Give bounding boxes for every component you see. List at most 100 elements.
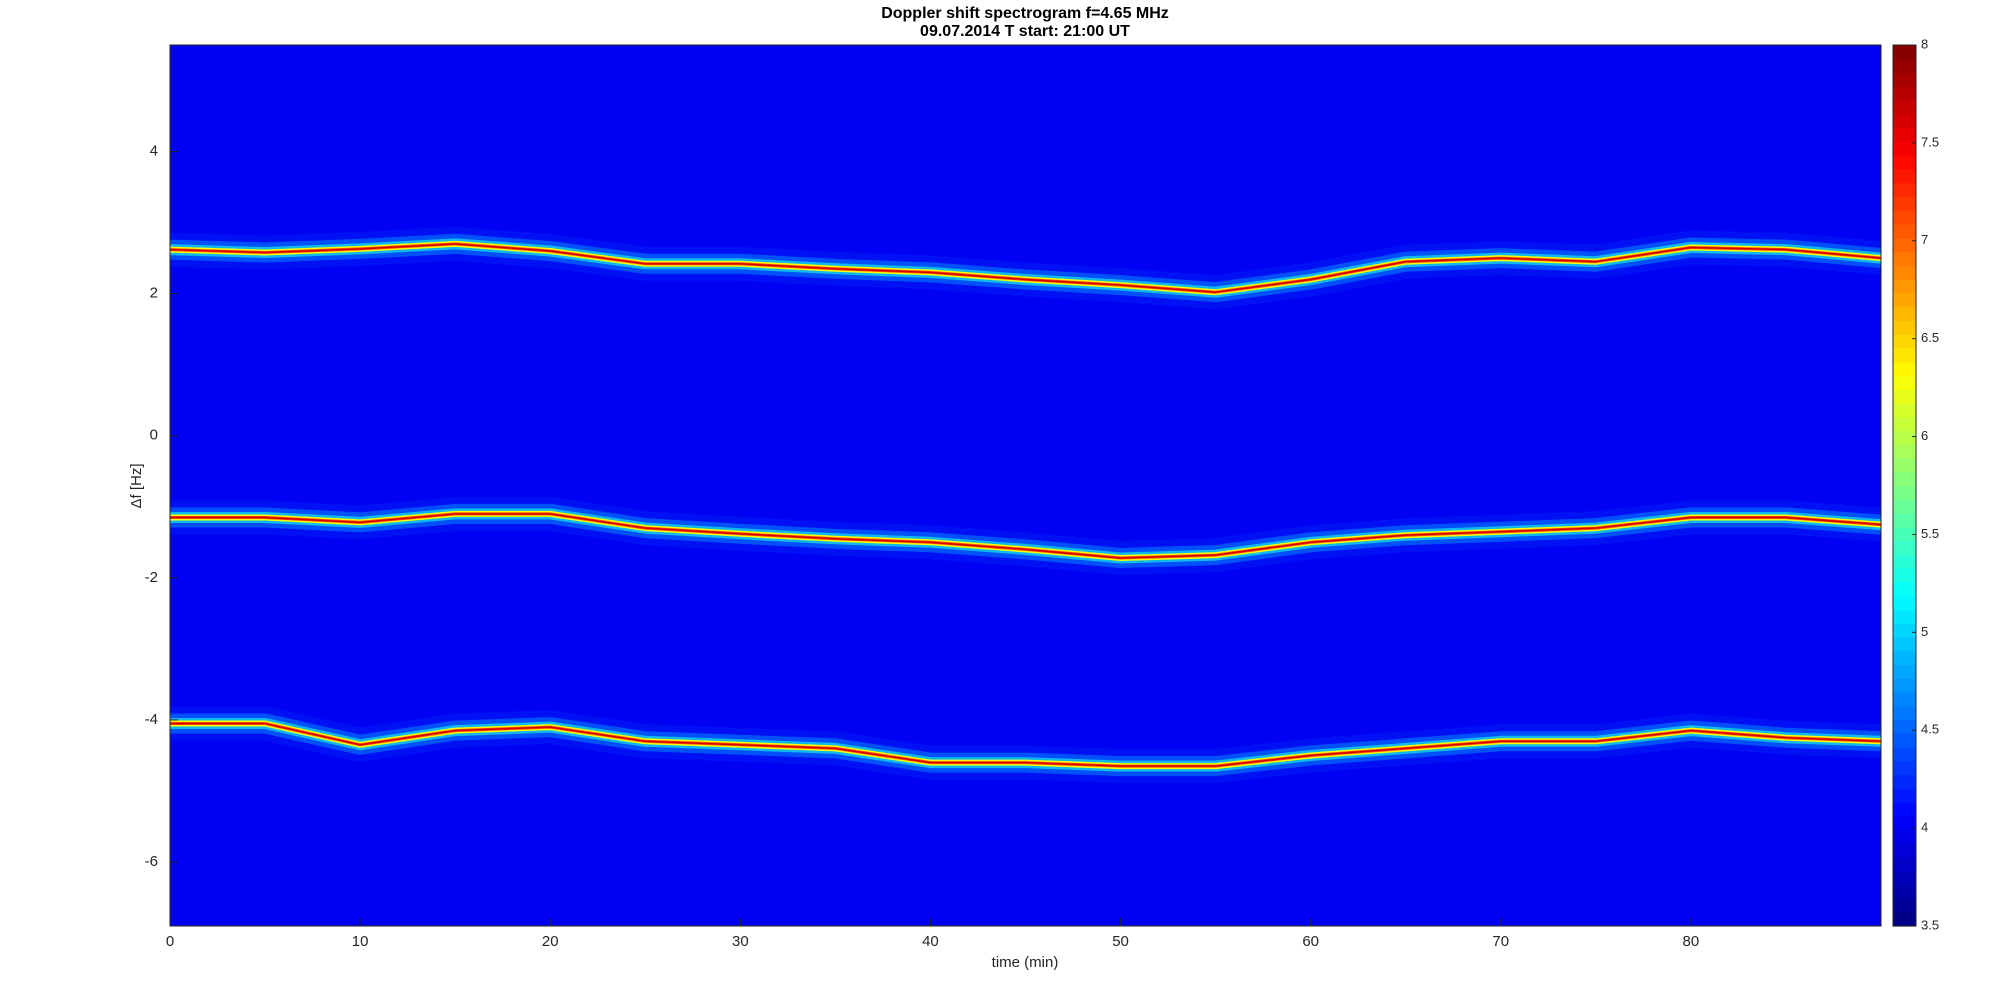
colorbar-swatch — [1893, 86, 1916, 101]
colorbar-swatch — [1893, 444, 1916, 459]
colorbar-swatch — [1893, 402, 1916, 418]
colorbar-swatch — [1893, 719, 1916, 734]
colorbar-swatch — [1893, 45, 1916, 60]
x-tick-label: 50 — [1112, 933, 1129, 950]
plot-area — [170, 45, 1881, 926]
x-tick-label: 30 — [732, 933, 749, 950]
colorbar-swatch — [1893, 691, 1916, 707]
y-tick-label: -6 — [145, 853, 158, 870]
colorbar-tick-label: 6.5 — [1921, 330, 1939, 345]
y-axis-label: Δf [Hz] — [128, 463, 145, 508]
colorbar-swatch — [1893, 829, 1916, 845]
y-tick-label: 0 — [150, 427, 158, 444]
colorbar-swatch — [1893, 526, 1916, 542]
colorbar-swatch — [1893, 664, 1916, 679]
colorbar-tick-label: 7 — [1921, 232, 1928, 247]
colorbar-tick-label: 7.5 — [1921, 134, 1939, 149]
colorbar-swatch — [1893, 705, 1916, 721]
x-axis-label: time (min) — [992, 954, 1059, 971]
colorbar-swatch — [1893, 802, 1916, 817]
colorbar-swatch — [1893, 540, 1916, 555]
chart-subtitle: 09.07.2014 T start: 21:00 UT — [920, 23, 1130, 40]
colorbar-swatch — [1893, 292, 1916, 308]
colorbar-swatch — [1893, 141, 1916, 156]
colorbar-tick-label: 4.5 — [1921, 722, 1939, 737]
colorbar-swatch — [1893, 361, 1916, 376]
colorbar-swatch — [1893, 72, 1916, 87]
x-tick-label: 20 — [542, 933, 559, 950]
colorbar-swatch — [1893, 623, 1916, 638]
colorbar-swatch — [1893, 416, 1916, 432]
colorbar-tick-label: 5.5 — [1921, 526, 1939, 541]
colorbar-swatch — [1893, 595, 1916, 610]
colorbar-swatch — [1893, 182, 1916, 198]
colorbar-swatch — [1893, 760, 1916, 776]
colorbar-tick-label: 5 — [1921, 624, 1928, 639]
colorbar-swatch — [1893, 857, 1916, 872]
y-tick-label: 4 — [150, 143, 158, 160]
colorbar-swatch — [1893, 843, 1916, 858]
colorbar-swatch — [1893, 210, 1916, 225]
y-tick-label: -4 — [145, 711, 158, 728]
colorbar-swatch — [1893, 100, 1916, 115]
colorbar-swatch — [1893, 485, 1916, 500]
chart-title: Doppler shift spectrogram f=4.65 MHz — [881, 5, 1169, 22]
colorbar-swatch — [1893, 513, 1916, 528]
colorbar-swatch — [1893, 650, 1916, 666]
colorbar-swatch — [1893, 196, 1916, 211]
colorbar-swatch — [1893, 430, 1916, 445]
x-tick-label: 80 — [1683, 933, 1700, 950]
colorbar-swatch — [1893, 554, 1916, 569]
colorbar-swatch — [1893, 320, 1916, 335]
spectral-trace — [170, 243, 1881, 293]
colorbar-swatch — [1893, 870, 1916, 886]
colorbar-swatch — [1893, 251, 1916, 266]
colorbar-swatch — [1893, 58, 1916, 74]
colorbar-tick-label: 4 — [1921, 820, 1928, 835]
colorbar-swatch — [1893, 389, 1916, 404]
colorbar-swatch — [1893, 499, 1916, 514]
y-tick-label: 2 — [150, 285, 158, 302]
colorbar-swatch — [1893, 678, 1916, 693]
colorbar-swatch — [1893, 747, 1916, 762]
colorbar-swatch — [1893, 168, 1916, 184]
colorbar-swatch — [1893, 898, 1916, 913]
colorbar-swatch — [1893, 568, 1916, 583]
x-tick-label: 60 — [1302, 933, 1319, 950]
colorbar-swatch — [1893, 815, 1916, 831]
colorbar-swatch — [1893, 457, 1916, 473]
colorbar-swatch — [1893, 636, 1916, 652]
colorbar-swatch — [1893, 306, 1916, 321]
colorbar-swatch — [1893, 113, 1916, 129]
colorbar-swatch — [1893, 237, 1916, 253]
colorbar-swatch — [1893, 375, 1916, 390]
colorbar-swatch — [1893, 155, 1916, 170]
colorbar-swatch — [1893, 581, 1916, 597]
colorbar-swatch — [1893, 884, 1916, 900]
colorbar-swatch — [1893, 279, 1916, 294]
colorbar-swatch — [1893, 265, 1916, 280]
colorbar-frame — [1892, 44, 1917, 927]
spectral-trace — [170, 513, 1881, 559]
colorbar-tick-label: 8 — [1921, 36, 1928, 51]
colorbar-swatch — [1893, 127, 1916, 142]
colorbar-swatch — [1893, 223, 1916, 239]
x-tick-label: 0 — [166, 933, 174, 950]
colorbar-swatch — [1893, 774, 1916, 789]
x-tick-label: 40 — [922, 933, 939, 950]
x-tick-label: 10 — [352, 933, 369, 950]
colorbar-tick-label: 3.5 — [1921, 917, 1939, 932]
colorbar-swatch — [1893, 609, 1916, 624]
axes: 0 10 20 30 40 50 60 70 80 -6 -4 -2 0 2 4 3.5 4 4.5 5 5.5 6 6.… — [145, 36, 1939, 950]
colorbar-swatch — [1893, 788, 1916, 803]
colorbar-swatch — [1893, 347, 1916, 363]
x-tick-label: 70 — [1492, 933, 1509, 950]
y-tick-label: -2 — [145, 569, 158, 586]
colorbar-tick-label: 6 — [1921, 428, 1928, 443]
colorbar-swatch — [1893, 912, 1916, 927]
plot-frame — [169, 44, 1882, 927]
colorbar-swatch — [1893, 334, 1916, 349]
colorbar-swatch — [1893, 471, 1916, 487]
spectral-trace — [170, 722, 1881, 767]
